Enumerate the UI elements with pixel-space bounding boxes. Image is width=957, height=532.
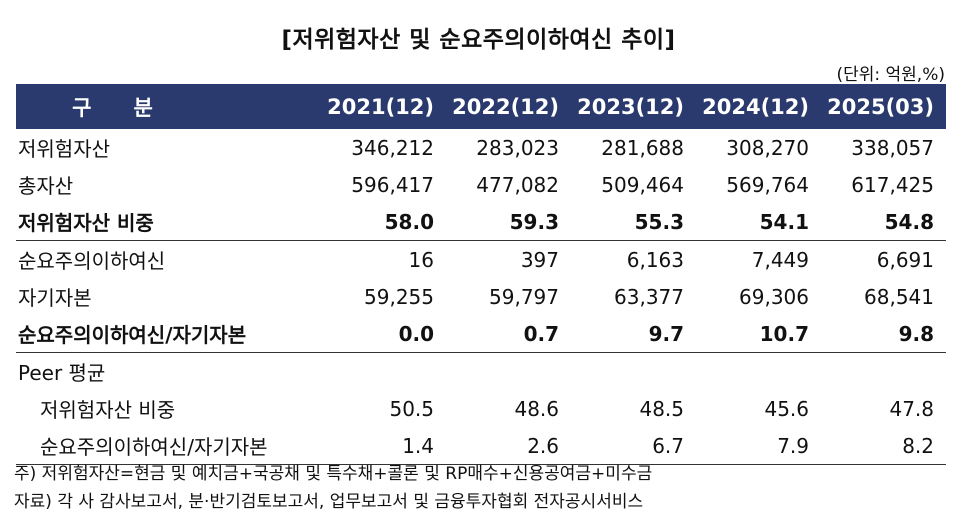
cell-value: 10.7 [696, 315, 821, 353]
cell-value: 338,057 [851, 135, 934, 160]
cell-value: 6,163 [626, 247, 684, 272]
cell-value: 47.8 [889, 396, 934, 421]
row-label: Peer 평균 [18, 361, 106, 385]
footnote-source: 자료) 각 사 감사보고서, 분·반기검토보고서, 업무보고서 및 금융투자협회… [14, 492, 644, 512]
cell-value: 48.5 [639, 396, 684, 421]
table-row: 저위험자산 346,212 283,023 281,688 308,270 33… [16, 129, 946, 166]
data-table: 구분 2021(12) 2022(12) 2023(12) 2024(12) 2… [16, 84, 946, 465]
cell-value: 283,023 [476, 135, 559, 160]
cell-value: 308,270 [726, 135, 809, 160]
cell-value: 9.7 [571, 315, 696, 353]
table-row: 저위험자산 비중 58.0 59.3 55.3 54.1 54.8 [16, 203, 946, 241]
cell-value: 68,541 [864, 284, 934, 309]
table-row: 순요주의이하여신/자기자본 1.4 2.6 6.7 7.9 8.2 [16, 427, 946, 465]
header-year: 2025(03) [821, 84, 946, 129]
cell-value [571, 353, 696, 391]
cell-value: 50.5 [389, 396, 434, 421]
cell-value [446, 353, 571, 391]
row-label: 순요주의이하여신/자기자본 [16, 315, 321, 353]
cell-value: 1.4 [321, 427, 446, 465]
cell-value: 55.3 [571, 203, 696, 241]
cell-value: 48.6 [514, 396, 559, 421]
row-label: 순요주의이하여신/자기자본 [16, 427, 321, 465]
cell-value: 509,464 [601, 172, 684, 197]
cell-value: 0.0 [321, 315, 446, 353]
row-label: 저위험자산 비중 [40, 398, 176, 422]
footnotes: 주) 저위험자산=현금 및 예치금+국공채 및 특수채+콜론 및 RP매수+신용… [14, 460, 652, 516]
header-year: 2024(12) [696, 84, 821, 129]
cell-value: 59.3 [446, 203, 571, 241]
row-label: 순요주의이하여신 [18, 249, 166, 273]
cell-value: 8.2 [821, 427, 946, 465]
table-row: 순요주의이하여신/자기자본 0.0 0.7 9.7 10.7 9.8 [16, 315, 946, 353]
cell-value: 7,449 [751, 247, 809, 272]
cell-value: 2.6 [446, 427, 571, 465]
cell-value: 54.1 [696, 203, 821, 241]
cell-value: 7.9 [696, 427, 821, 465]
cell-value: 477,082 [476, 172, 559, 197]
cell-value: 63,377 [614, 284, 684, 309]
cell-value: 617,425 [851, 172, 934, 197]
table-row: 자기자본 59,255 59,797 63,377 69,306 68,541 [16, 278, 946, 315]
cell-value: 0.7 [446, 315, 571, 353]
cell-value: 69,306 [739, 284, 809, 309]
cell-value: 397 [520, 247, 559, 272]
table-title: [저위험자산 및 순요주의이하여신 추이] [281, 27, 676, 53]
row-label: 자기자본 [18, 286, 92, 310]
cell-value: 59,797 [489, 284, 559, 309]
unit-label: (단위: 억원,%) [836, 65, 945, 85]
cell-value: 346,212 [351, 135, 434, 160]
footnote-definition: 주) 저위험자산=현금 및 예치금+국공채 및 특수채+콜론 및 RP매수+신용… [14, 464, 653, 484]
cell-value: 6,691 [876, 247, 934, 272]
row-label: 저위험자산 비중 [16, 203, 321, 241]
cell-value: 569,764 [726, 172, 809, 197]
cell-value [696, 353, 821, 391]
header-row: 구분 2021(12) 2022(12) 2023(12) 2024(12) 2… [16, 84, 946, 129]
row-label: 총자산 [18, 174, 74, 198]
table-row: Peer 평균 [16, 353, 946, 391]
cell-value: 45.6 [764, 396, 809, 421]
header-year: 2022(12) [446, 84, 571, 129]
cell-value: 9.8 [821, 315, 946, 353]
table-row: 저위험자산 비중 50.5 48.6 48.5 45.6 47.8 [16, 390, 946, 427]
cell-value: 58.0 [321, 203, 446, 241]
cell-value: 281,688 [601, 135, 684, 160]
cell-value: 59,255 [364, 284, 434, 309]
cell-value: 16 [408, 247, 434, 272]
header-year: 2023(12) [571, 84, 696, 129]
table-row: 순요주의이하여신 16 397 6,163 7,449 6,691 [16, 241, 946, 279]
cell-value [321, 353, 446, 391]
cell-value: 54.8 [821, 203, 946, 241]
header-label: 구분 [16, 84, 321, 129]
cell-value [821, 353, 946, 391]
cell-value: 596,417 [351, 172, 434, 197]
cell-value: 6.7 [571, 427, 696, 465]
table-row: 총자산 596,417 477,082 509,464 569,764 617,… [16, 166, 946, 203]
header-year: 2021(12) [321, 84, 446, 129]
row-label: 저위험자산 [18, 137, 110, 161]
